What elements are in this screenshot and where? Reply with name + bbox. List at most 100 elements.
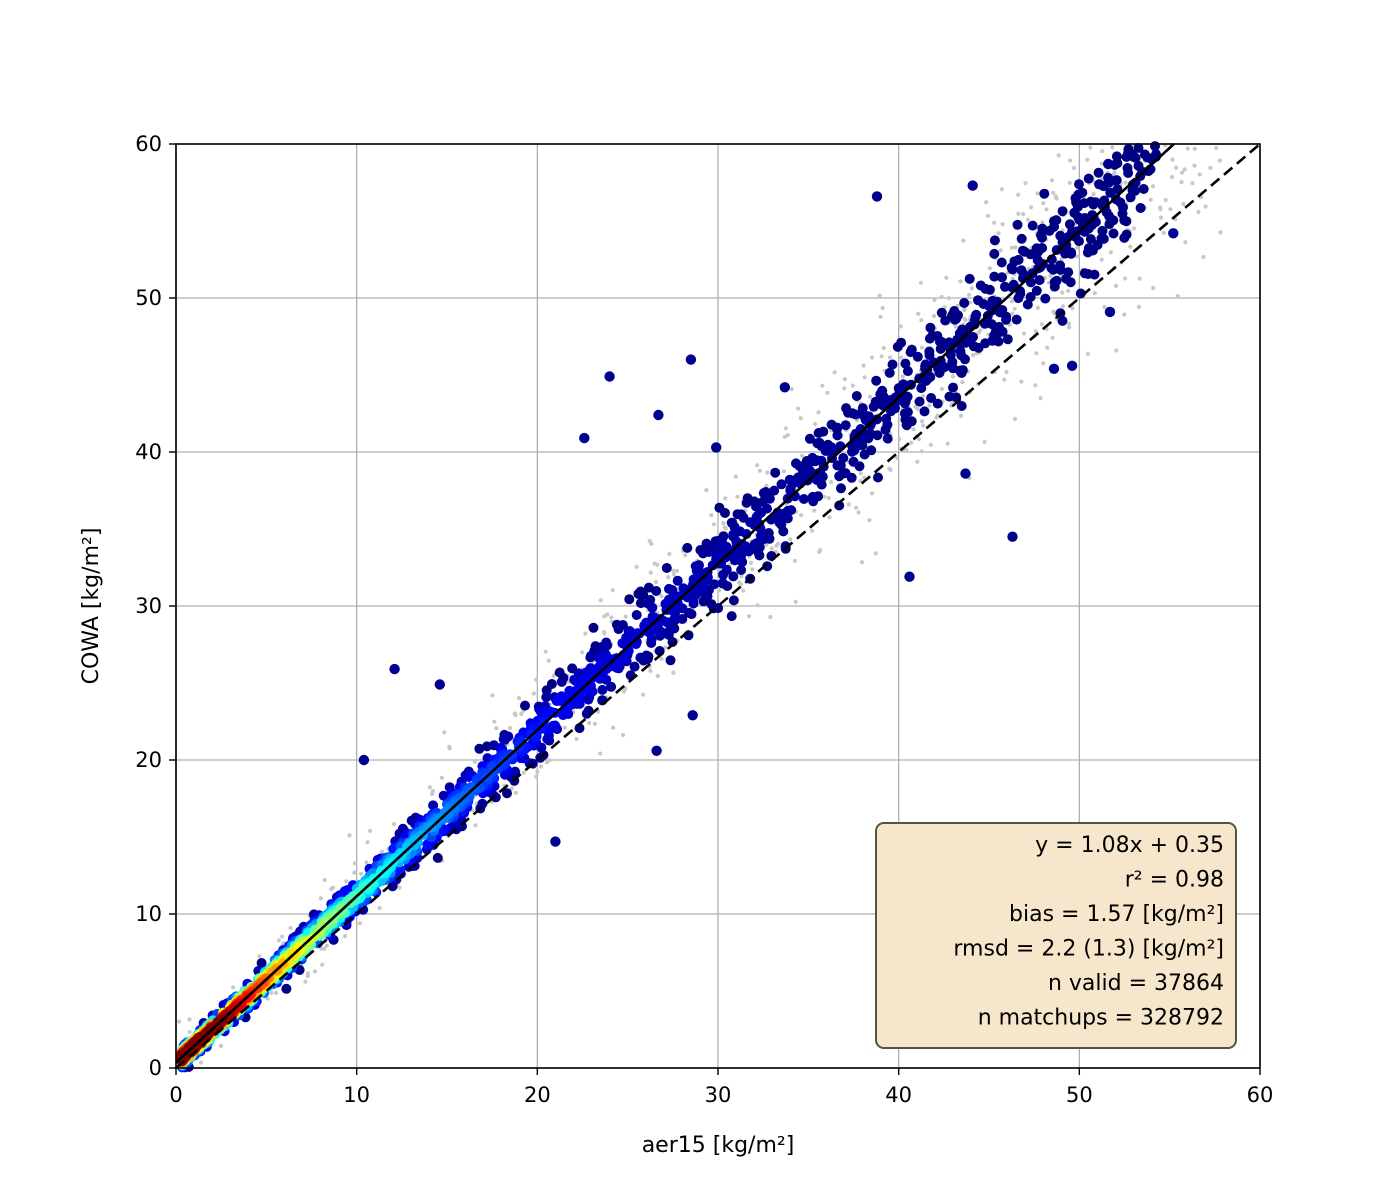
density-point — [968, 341, 979, 352]
background-point — [776, 541, 781, 546]
density-point — [728, 571, 739, 582]
background-point — [960, 380, 965, 385]
density-point — [1027, 220, 1038, 231]
density-point — [585, 652, 596, 663]
density-point — [701, 538, 712, 549]
background-point — [870, 491, 875, 496]
background-point — [887, 355, 893, 360]
y-tick-label: 30 — [135, 594, 162, 618]
background-point — [704, 488, 709, 493]
background-point — [1113, 283, 1119, 288]
background-point — [1066, 288, 1071, 293]
background-point — [920, 394, 926, 399]
background-point — [587, 720, 592, 726]
background-point — [818, 548, 823, 553]
density-point — [818, 426, 829, 437]
density-point — [432, 852, 443, 863]
background-point — [748, 560, 754, 565]
background-point — [867, 518, 872, 523]
background-point — [765, 470, 770, 475]
background-point — [276, 938, 281, 943]
background-point — [799, 453, 805, 458]
background-point — [820, 383, 825, 388]
density-point — [959, 298, 970, 308]
density-point — [1037, 232, 1047, 243]
background-point — [850, 383, 856, 388]
density-point — [1063, 267, 1074, 278]
background-point — [913, 404, 918, 409]
outlier-point — [967, 180, 978, 191]
density-point — [851, 391, 862, 401]
background-point — [950, 374, 956, 379]
density-point — [1112, 158, 1123, 169]
background-point — [899, 355, 904, 360]
background-point — [265, 996, 270, 1001]
background-point — [671, 572, 677, 577]
density-point — [948, 382, 958, 393]
background-point — [1161, 230, 1166, 235]
density-point — [924, 333, 935, 344]
background-point — [1123, 276, 1128, 281]
density-point — [905, 347, 916, 358]
background-point — [1033, 329, 1038, 334]
background-point — [1122, 312, 1127, 317]
background-point — [1054, 196, 1059, 201]
fit-line — [175, 143, 1175, 1064]
background-point — [1170, 157, 1175, 162]
y-tick-label: 60 — [135, 132, 162, 156]
background-point — [739, 574, 744, 579]
background-point — [880, 305, 885, 311]
background-point — [919, 449, 924, 454]
density-point — [1133, 143, 1144, 153]
background-point — [1049, 178, 1055, 183]
background-point — [862, 375, 867, 380]
density-point — [318, 920, 329, 931]
background-point — [755, 463, 760, 468]
x-axis-label: aer15 [kg/m²] — [642, 1133, 795, 1158]
background-point — [1048, 273, 1053, 278]
background-point — [919, 419, 925, 424]
background-point — [788, 537, 793, 542]
background-point — [1197, 172, 1202, 177]
background-point — [652, 561, 657, 566]
background-point — [967, 292, 972, 297]
background-point — [364, 860, 369, 865]
background-point — [513, 790, 518, 795]
outlier-point — [779, 382, 790, 393]
density-point — [892, 341, 903, 352]
background-point — [750, 567, 755, 572]
background-point — [898, 324, 903, 329]
y-tick-label: 0 — [149, 1056, 162, 1080]
density-point — [834, 471, 845, 482]
background-point — [352, 870, 357, 875]
background-point — [274, 990, 279, 996]
background-point — [1151, 285, 1156, 291]
density-point — [1074, 179, 1084, 190]
background-point — [793, 599, 798, 604]
outlier-point — [358, 754, 370, 766]
background-point — [427, 785, 432, 790]
outlier-point — [1103, 158, 1114, 170]
background-point — [826, 495, 831, 501]
background-point — [611, 725, 616, 730]
background-point — [379, 849, 384, 854]
density-point — [726, 611, 737, 622]
density-point — [1088, 199, 1099, 210]
background-point — [1169, 174, 1175, 180]
density-point — [1057, 315, 1068, 326]
background-point — [873, 551, 878, 556]
background-point — [1060, 304, 1065, 309]
background-point — [592, 721, 598, 726]
y-tick-label: 20 — [135, 748, 162, 772]
background-point — [318, 896, 323, 901]
background-point — [798, 416, 803, 421]
density-point — [606, 681, 617, 692]
background-point — [1067, 325, 1072, 330]
density-point — [1123, 168, 1134, 178]
background-point — [959, 413, 964, 418]
background-point — [1056, 153, 1061, 158]
background-point — [653, 579, 659, 585]
background-point — [792, 558, 798, 563]
x-tick-label: 20 — [524, 1083, 551, 1107]
outlier-point — [871, 191, 883, 202]
